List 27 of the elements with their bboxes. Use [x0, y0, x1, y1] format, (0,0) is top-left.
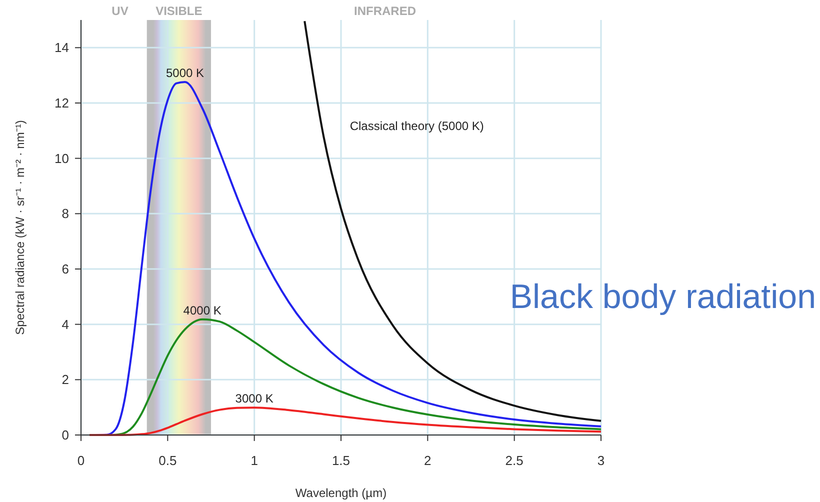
line-series [88, 406, 602, 436]
x-tick-label: 2.5 [505, 453, 524, 468]
y-tick-label: 6 [62, 262, 69, 276]
y-tick-label: 8 [62, 206, 69, 222]
band-label: VISIBLE [156, 4, 202, 18]
x-tick-label: 1.5 [332, 453, 350, 468]
series-label: 5000 K [166, 66, 204, 80]
text: UV [112, 4, 128, 18]
y-tick-label: 4 [62, 316, 69, 332]
series-label: 4000 K [183, 303, 222, 318]
y-tick-label: 0 [62, 428, 69, 442]
x-tick-label: 2 [424, 453, 432, 468]
y-axis-title: Spectral radiance (kW · sr⁻¹ · m⁻² · nm⁻¹) [13, 120, 27, 335]
x-axis-title: Wavelength (µm) [295, 486, 387, 500]
y-tick-label: 2 [62, 372, 69, 388]
series-label: 3000 K [235, 392, 274, 406]
x-tick-label: 3 [597, 453, 605, 468]
line-series [304, 20, 602, 422]
text: INFRARED [354, 4, 416, 18]
x-tick-label: 0 [77, 453, 85, 468]
y-tick-label: 12 [54, 96, 69, 110]
y-tick-label: 10 [54, 150, 69, 166]
y-tick-label: 14 [54, 40, 69, 56]
x-tick-label: 0.5 [158, 453, 177, 468]
text: Black body radiation [510, 278, 816, 316]
text: Classical theory (5000 K) [350, 118, 484, 133]
x-tick-label: 1 [250, 453, 258, 468]
